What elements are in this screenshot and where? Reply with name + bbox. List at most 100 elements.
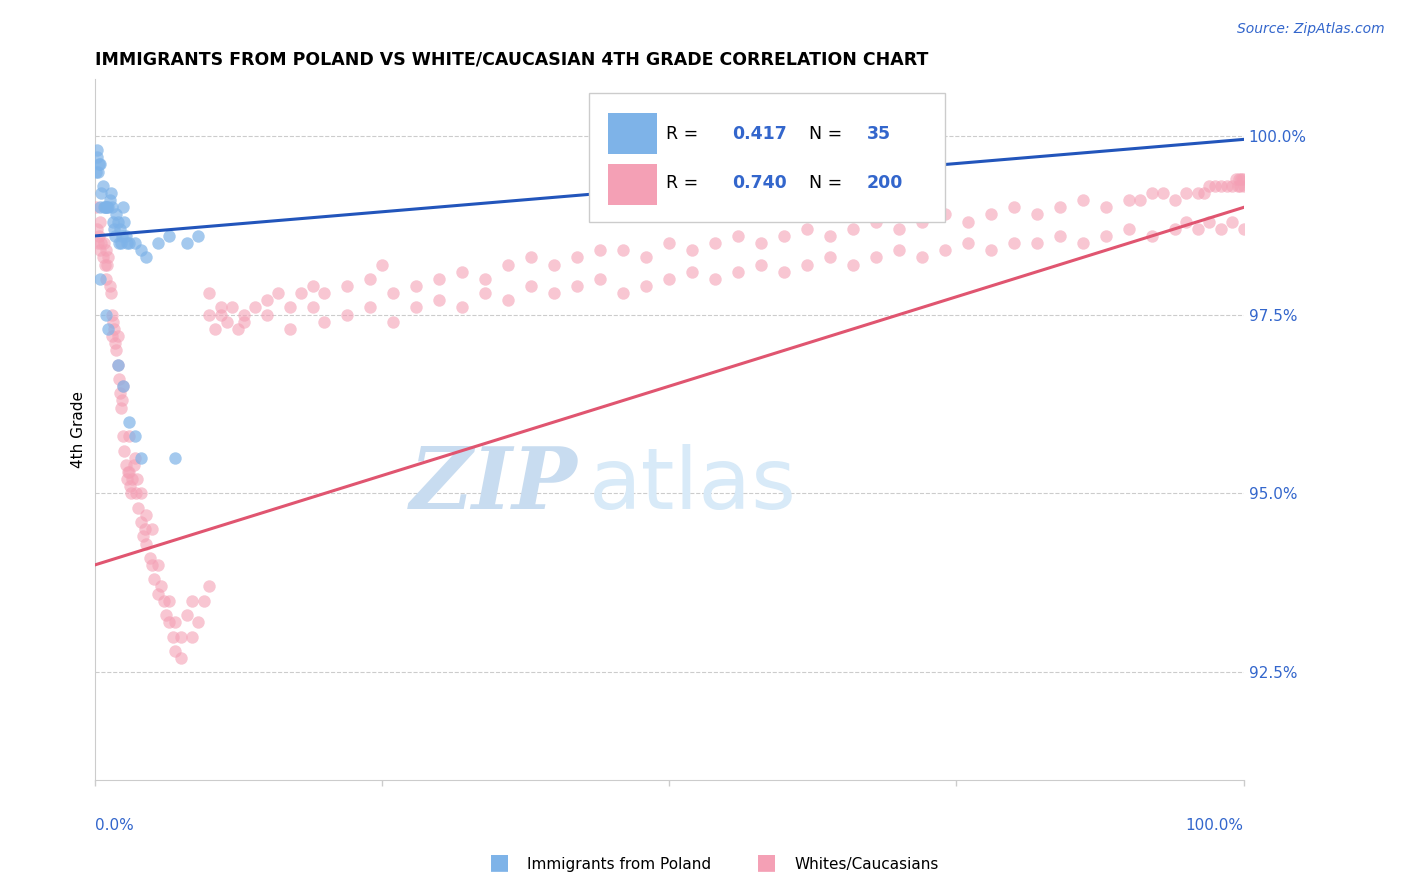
Point [1002, 236, 1025, 251]
Point [1164, 221, 1187, 235]
Point [94, 258, 117, 272]
Point [727, 229, 749, 244]
Text: 35: 35 [868, 125, 891, 143]
Point [1227, 178, 1250, 193]
Point [157, 594, 180, 608]
Point [359, 301, 381, 315]
Text: Source: ZipAtlas.com: Source: ZipAtlas.com [1237, 22, 1385, 37]
Point [749, 236, 772, 251]
Point [818, 251, 841, 265]
Point [1220, 178, 1243, 193]
Point [1192, 186, 1215, 200]
Point [1049, 200, 1071, 214]
Point [1232, 171, 1254, 186]
Point [1152, 186, 1174, 200]
Point [163, 615, 186, 630]
Point [110, 401, 132, 415]
Point [209, 308, 232, 322]
Point [124, 450, 146, 465]
Point [278, 322, 301, 336]
Point [543, 258, 565, 272]
Bar [609, 113, 657, 153]
Point [612, 244, 634, 258]
Point [146, 558, 169, 572]
Point [93, 200, 115, 214]
Point [911, 251, 934, 265]
Point [91, 251, 114, 265]
Point [94, 200, 117, 214]
Point [129, 244, 152, 258]
Point [127, 472, 149, 486]
Point [114, 443, 136, 458]
Point [1118, 221, 1140, 235]
Point [94, 244, 117, 258]
Point [121, 472, 143, 486]
Point [112, 379, 135, 393]
Point [427, 293, 450, 308]
Point [1140, 229, 1163, 244]
Point [1209, 178, 1232, 193]
Point [118, 465, 141, 479]
Point [658, 236, 681, 251]
Text: N =: N = [797, 174, 848, 192]
Point [336, 308, 359, 322]
Text: ZIP: ZIP [409, 443, 578, 527]
Point [1198, 178, 1220, 193]
Point [1095, 229, 1118, 244]
Point [636, 279, 658, 293]
Point [89, 157, 111, 171]
Point [382, 286, 405, 301]
Point [94, 308, 117, 322]
Point [132, 529, 155, 543]
Point [773, 229, 796, 244]
Point [170, 651, 193, 665]
Point [233, 315, 256, 329]
Point [956, 236, 979, 251]
Point [96, 258, 118, 272]
Point [934, 244, 956, 258]
Point [97, 322, 120, 336]
Point [567, 279, 589, 293]
Point [865, 214, 887, 228]
Point [636, 251, 658, 265]
Point [146, 236, 169, 251]
Point [209, 301, 232, 315]
Point [176, 236, 198, 251]
Point [103, 322, 125, 336]
Point [796, 221, 818, 235]
Point [1209, 221, 1232, 235]
Point [104, 336, 127, 351]
Point [256, 293, 278, 308]
Point [221, 301, 243, 315]
Point [181, 594, 204, 608]
Text: 0.740: 0.740 [733, 174, 787, 192]
Point [612, 286, 634, 301]
Text: 100.0%: 100.0% [1185, 818, 1244, 833]
Point [157, 615, 180, 630]
Point [543, 286, 565, 301]
Point [143, 572, 166, 586]
Point [129, 515, 152, 529]
Point [84, 200, 107, 214]
Point [1025, 207, 1047, 221]
Point [89, 157, 111, 171]
Point [163, 644, 186, 658]
Point [451, 301, 474, 315]
Point [90, 236, 112, 251]
Point [1233, 178, 1256, 193]
Point [181, 630, 204, 644]
Point [86, 150, 108, 164]
Point [86, 221, 108, 235]
Point [94, 272, 117, 286]
Point [727, 265, 749, 279]
Point [111, 393, 134, 408]
Point [117, 465, 139, 479]
Point [1233, 221, 1256, 235]
Point [129, 486, 152, 500]
Point [108, 221, 131, 235]
Point [198, 308, 221, 322]
Point [97, 200, 120, 214]
Point [704, 236, 727, 251]
Point [97, 251, 120, 265]
Point [1198, 214, 1220, 228]
